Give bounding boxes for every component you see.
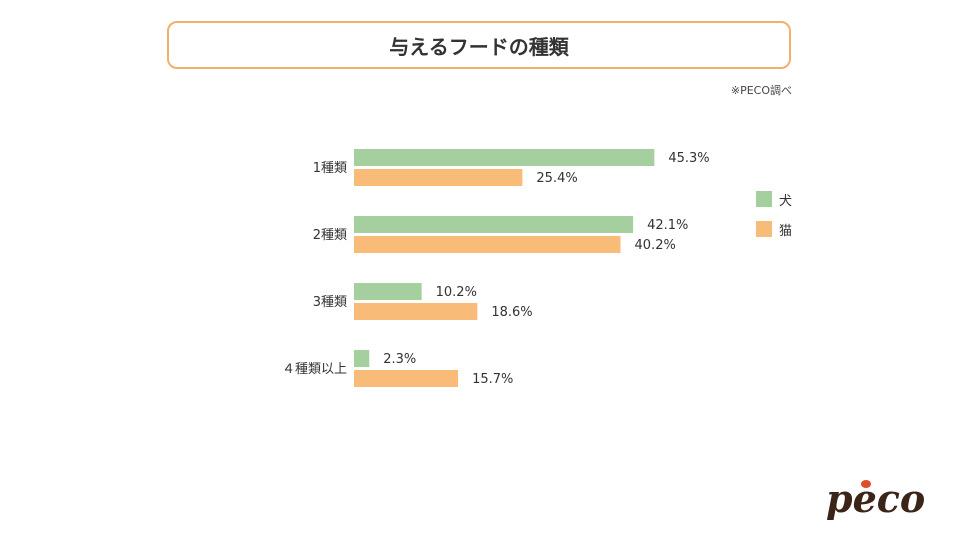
category-label: 2種類 bbox=[313, 227, 347, 243]
bar-dog bbox=[354, 149, 655, 166]
data-label-dog: 2.3% bbox=[383, 352, 416, 367]
bar-dog bbox=[354, 283, 422, 300]
bar-cat bbox=[354, 303, 478, 320]
category-label: 3種類 bbox=[313, 294, 347, 310]
data-label-cat: 40.2% bbox=[635, 238, 676, 253]
bar-cat bbox=[354, 370, 459, 387]
bar-dog bbox=[354, 216, 634, 233]
legend-label-dog: 犬 bbox=[779, 193, 793, 209]
legend-swatch-dog bbox=[756, 191, 772, 207]
legend-swatch-cat bbox=[756, 221, 772, 237]
legend-label-cat: 猫 bbox=[779, 223, 793, 239]
data-label-dog: 10.2% bbox=[436, 285, 477, 300]
data-label-cat: 18.6% bbox=[491, 305, 532, 320]
bar-dog bbox=[354, 350, 370, 367]
legend: 犬 猫 bbox=[756, 191, 792, 251]
legend-item-dog: 犬 bbox=[756, 191, 793, 209]
data-label-dog: 42.1% bbox=[647, 218, 688, 233]
data-label-dog: 45.3% bbox=[668, 151, 709, 166]
category-label: 1種類 bbox=[313, 160, 347, 176]
data-label-cat: 25.4% bbox=[536, 171, 577, 186]
data-label-cat: 15.7% bbox=[472, 372, 513, 387]
source-note: ※PECO調べ bbox=[730, 84, 792, 97]
bar-cat bbox=[354, 169, 523, 186]
chart-title: 与えるフードの種類 bbox=[389, 34, 569, 59]
chart-title-frame: 与えるフードの種類 bbox=[167, 21, 791, 69]
category-label: ４種類以上 bbox=[282, 361, 347, 377]
logo-dot bbox=[861, 480, 871, 488]
peco-logo-icon: peco bbox=[826, 476, 925, 521]
bar-cat bbox=[354, 236, 621, 253]
legend-item-cat: 猫 bbox=[756, 221, 793, 239]
logo-text: peco bbox=[826, 476, 925, 521]
